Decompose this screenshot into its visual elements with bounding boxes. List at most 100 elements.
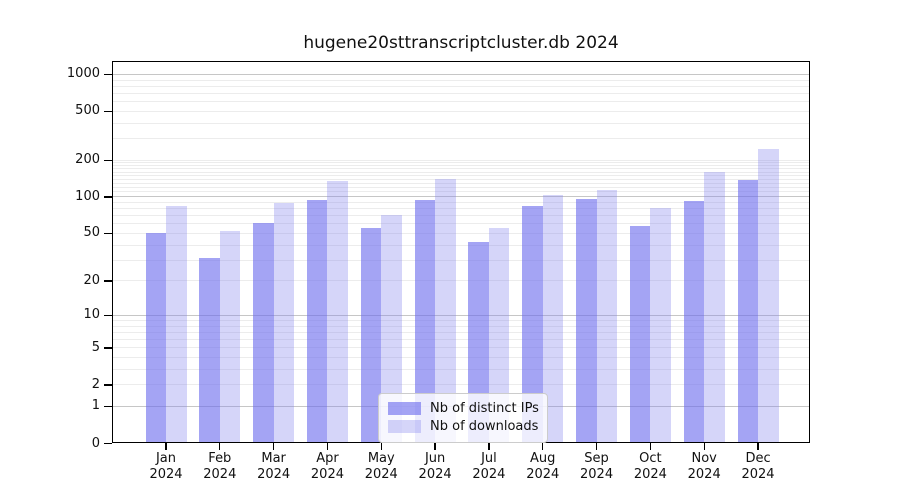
bar-ips-jun <box>414 199 436 443</box>
y-tick-mark-5 <box>104 347 112 349</box>
bar-downloads-dec <box>758 149 779 443</box>
gridline-y-70 <box>113 215 809 217</box>
x-tick-mark-may <box>380 443 382 450</box>
x-tick-mark-dec <box>757 443 759 450</box>
gridline-y-120 <box>113 186 809 188</box>
legend-swatch-downloads <box>388 420 421 433</box>
gridline-y-700 <box>113 92 809 94</box>
bar-ips-dec <box>737 180 759 443</box>
x-tick-label-apr: Apr 2024 <box>310 451 344 482</box>
gridline-y-2 <box>113 384 809 386</box>
gridline-y-500 <box>113 110 809 112</box>
gridline-y-130 <box>113 182 809 184</box>
x-tick-mark-mar <box>272 443 275 450</box>
bar-ips-jan <box>145 232 166 443</box>
gridline-y-200 <box>113 159 809 161</box>
bar-ips-sep <box>576 198 597 443</box>
legend-label-distinct-ips: Nb of distinct IPs <box>430 401 539 416</box>
y-tick-mark-1 <box>104 405 112 408</box>
gridline-y-100 <box>113 196 809 198</box>
gridline-y-170 <box>113 168 809 170</box>
x-tick-label-aug: Aug 2024 <box>526 451 560 482</box>
x-tick-mark-jul <box>488 443 490 450</box>
legend-item-distinct-ips: Nb of distinct IPs <box>388 400 539 417</box>
gridline-y-3 <box>113 368 809 370</box>
gridline-y-800 <box>113 85 809 87</box>
chart-title: hugene20sttranscriptcluster.db 2024 <box>303 33 619 53</box>
y-tick-label-500: 500 <box>75 103 100 119</box>
bar-downloads-oct <box>650 208 671 443</box>
bar-downloads-may <box>381 215 402 443</box>
y-tick-mark-200 <box>104 159 112 161</box>
x-tick-mark-oct <box>649 443 652 450</box>
chart-legend: Nb of distinct IPs Nb of downloads <box>378 393 548 443</box>
bar-downloads-feb <box>219 230 241 443</box>
legend-item-downloads: Nb of downloads <box>388 418 538 435</box>
y-tick-label-50: 50 <box>83 225 100 241</box>
bar-downloads-sep <box>596 190 618 443</box>
gridline-y-90 <box>113 202 809 204</box>
gridline-y-6 <box>113 339 809 341</box>
y-tick-label-100: 100 <box>75 188 100 204</box>
bar-downloads-jan <box>166 205 187 443</box>
gridline-y-80 <box>113 208 809 210</box>
y-tick-label-2: 2 <box>91 376 100 392</box>
gridline-y-150 <box>113 174 809 176</box>
x-tick-mark-nov <box>703 443 705 450</box>
legend-swatch-distinct-ips <box>388 402 421 415</box>
y-tick-label-5: 5 <box>91 339 100 355</box>
gridline-y-40 <box>113 244 809 246</box>
x-tick-label-dec: Dec 2024 <box>741 451 775 482</box>
x-tick-mark-aug <box>542 443 544 450</box>
y-tick-label-10: 10 <box>83 307 100 323</box>
bar-downloads-jun <box>435 179 456 443</box>
y-tick-mark-10 <box>104 314 112 317</box>
gridline-y-9 <box>113 320 809 321</box>
bar-downloads-aug <box>542 195 564 443</box>
bar-ips-nov <box>683 201 705 443</box>
x-tick-mark-feb <box>219 443 221 450</box>
gridline-y-4 <box>113 357 809 359</box>
x-tick-label-jun: Jun 2024 <box>418 451 452 482</box>
x-tick-mark-apr <box>326 443 329 450</box>
y-tick-mark-20 <box>104 280 112 282</box>
x-tick-label-mar: Mar 2024 <box>257 451 291 482</box>
x-tick-label-oct: Oct 2024 <box>633 451 667 482</box>
bar-downloads-jul <box>488 227 510 443</box>
bar-ips-jul <box>468 242 489 443</box>
y-tick-mark-1000 <box>104 73 112 76</box>
bar-ips-oct <box>629 226 651 443</box>
gridline-y-5 <box>113 347 809 349</box>
gridline-y-300 <box>113 138 809 140</box>
y-tick-label-20: 20 <box>83 272 100 288</box>
gridline-y-110 <box>113 191 809 193</box>
bar-ips-aug <box>522 206 543 443</box>
gridline-y-600 <box>113 101 809 103</box>
gridline-y-900 <box>113 79 809 81</box>
gridline-y-7 <box>113 331 809 333</box>
gridline-y-190 <box>113 162 809 164</box>
y-tick-mark-50 <box>104 232 112 235</box>
bar-ips-apr <box>306 200 328 443</box>
x-tick-label-feb: Feb 2024 <box>203 451 237 482</box>
gridline-y-30 <box>113 259 809 261</box>
bar-downloads-nov <box>704 171 725 443</box>
gridline-y-180 <box>113 165 809 167</box>
y-tick-mark-500 <box>104 110 112 113</box>
gridline-y-50 <box>113 232 809 234</box>
y-tick-mark-0 <box>104 443 112 445</box>
gridline-y-8 <box>113 325 809 327</box>
x-tick-label-jul: Jul 2024 <box>472 451 506 482</box>
y-tick-label-1000: 1000 <box>66 66 100 82</box>
legend-label-downloads: Nb of downloads <box>430 419 539 434</box>
gridline-y-60 <box>113 223 809 225</box>
x-tick-mark-jan <box>165 443 167 450</box>
bar-ips-feb <box>199 257 220 443</box>
bar-downloads-mar <box>273 203 295 443</box>
gridline-y-10 <box>113 314 809 316</box>
gridline-y-400 <box>113 122 809 124</box>
x-tick-label-jan: Jan 2024 <box>149 451 183 482</box>
y-tick-mark-2 <box>104 384 112 386</box>
y-tick-label-0: 0 <box>91 435 100 451</box>
gridline-y-1000 <box>113 73 809 75</box>
